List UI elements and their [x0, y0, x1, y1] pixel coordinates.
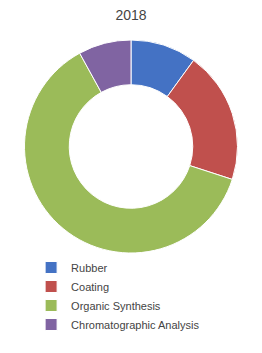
svg-text:Rubber: Rubber	[71, 262, 107, 274]
svg-text:Chromatographic Analysis: Chromatographic Analysis	[71, 319, 199, 331]
svg-text:Organic Synthesis: Organic Synthesis	[71, 300, 161, 312]
svg-text:Coating: Coating	[71, 281, 109, 293]
svg-text:2018: 2018	[115, 7, 146, 23]
